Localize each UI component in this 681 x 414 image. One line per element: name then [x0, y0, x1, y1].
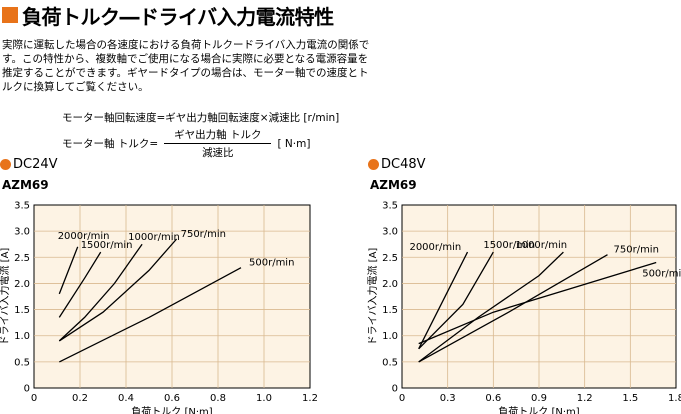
series-label: 500r/min [249, 258, 294, 269]
orange-dot-icon [368, 159, 379, 170]
series-line-1500 [418, 251, 494, 350]
series-label: 500r/min [642, 269, 681, 280]
x-tick-label: 1.2 [577, 393, 593, 404]
series-line-1500 [58, 251, 102, 318]
x-tick-label: 0.4 [118, 393, 134, 404]
series-label: 1000r/min [128, 232, 180, 243]
x-tick-label: 0.6 [164, 393, 180, 404]
torque-formula-fraction: ギヤ出力軸 トルク 減速比 [164, 127, 272, 160]
y-tick-label: 0 [24, 384, 30, 395]
torque-formula-lhs: モーター軸 トルク= [62, 138, 159, 150]
y-tick-label: 1.5 [382, 305, 398, 316]
y-tick-label: 2.0 [382, 279, 398, 290]
chart2-voltage: DC48V [381, 157, 426, 172]
y-tick-label: 1.0 [382, 331, 398, 342]
series-line-2000 [58, 246, 79, 295]
series-label: 750r/min [614, 245, 659, 256]
series-line-750 [418, 254, 608, 363]
x-tick-label: 0.3 [440, 393, 456, 404]
y-tick-label: 2.5 [14, 253, 30, 264]
series-label: 750r/min [181, 229, 226, 240]
x-tick-label: 0.6 [485, 393, 501, 404]
y-tick-label: 3.0 [382, 227, 398, 238]
x-tick-label: 1.2 [302, 393, 318, 404]
torque-formula: モーター軸 トルク= ギヤ出力軸 トルク 減速比 [ N·m] [62, 127, 310, 160]
x-axis-label: 負荷トルク [N·m] [131, 406, 212, 414]
series-line-2000 [418, 251, 469, 350]
series-line-500 [59, 267, 242, 363]
y-tick-label: 3.0 [14, 227, 30, 238]
chart2-model: AZM69 [370, 178, 417, 192]
x-tick-label: 1.5 [622, 393, 638, 404]
x-axis-label: 負荷トルク [N·m] [498, 406, 579, 414]
x-tick-label: 0 [399, 393, 405, 404]
x-tick-label: 0.2 [72, 393, 88, 404]
chart1-voltage: DC24V [13, 157, 58, 172]
series-line-500 [418, 261, 657, 345]
chart1-model: AZM69 [2, 178, 49, 192]
x-tick-label: 0.8 [210, 393, 226, 404]
series-label: 1000r/min [515, 240, 567, 251]
chart2-section-label: DC48V [368, 157, 426, 172]
chart-dc48v: 0 0.3 0.6 0.9 1.2 1.5 1.8 0 0.5 1.0 1.5 2.0 2.5 3.0 3.… [366, 201, 681, 414]
y-tick-label: 0.5 [14, 357, 30, 368]
y-tick-label: 3.5 [382, 201, 398, 212]
series-line-1000 [58, 243, 143, 342]
chart1-section-label: DC24V [0, 157, 58, 172]
series-label: 1500r/min [81, 240, 133, 251]
y-axis-label: ドライバ入力電流 [A] [366, 248, 379, 346]
x-tick-label: 0.9 [531, 393, 547, 404]
description: 実際に運転した場合の各速度における負荷トルクードライバ入力電流の関係です。この特… [2, 39, 370, 93]
x-tick-label: 0 [31, 393, 37, 404]
series-label: 2000r/min [409, 242, 461, 253]
x-tick-label: 1.0 [256, 393, 272, 404]
y-axis-label: ドライバ入力電流 [A] [0, 248, 11, 346]
torque-formula-unit: [ N·m] [277, 137, 311, 150]
y-tick-label: 1.5 [14, 305, 30, 316]
series-line-1000 [418, 251, 564, 363]
page-title: 負荷トルク―ドライバ入力電流特性 [2, 2, 334, 29]
chart-dc24v: 0 0.2 0.4 0.6 0.8 1.0 1.2 0 0.5 1.0 1.5 2.0 2.5 3.0 3.… [0, 201, 318, 414]
y-tick-label: 3.5 [14, 201, 30, 212]
speed-formula: モーター軸回転速度=ギヤ出力軸回転速度×減速比 [r/min] [62, 112, 340, 124]
y-tick-label: 0 [392, 384, 398, 395]
y-tick-label: 2.0 [14, 279, 30, 290]
torque-formula-denominator: 減速比 [202, 147, 234, 159]
y-tick-label: 1.0 [14, 331, 30, 342]
orange-dot-icon [0, 159, 11, 170]
torque-formula-numerator: ギヤ出力軸 トルク [164, 127, 272, 144]
y-tick-label: 0.5 [382, 357, 398, 368]
orange-square-icon [2, 7, 18, 23]
x-tick-label: 1.8 [668, 393, 681, 404]
page-title-text: 負荷トルク―ドライバ入力電流特性 [22, 4, 334, 29]
y-tick-label: 2.5 [382, 253, 398, 264]
series-line-750 [58, 238, 178, 342]
series-label: 1500r/min [483, 240, 535, 251]
series-label: 2000r/min [58, 231, 110, 242]
